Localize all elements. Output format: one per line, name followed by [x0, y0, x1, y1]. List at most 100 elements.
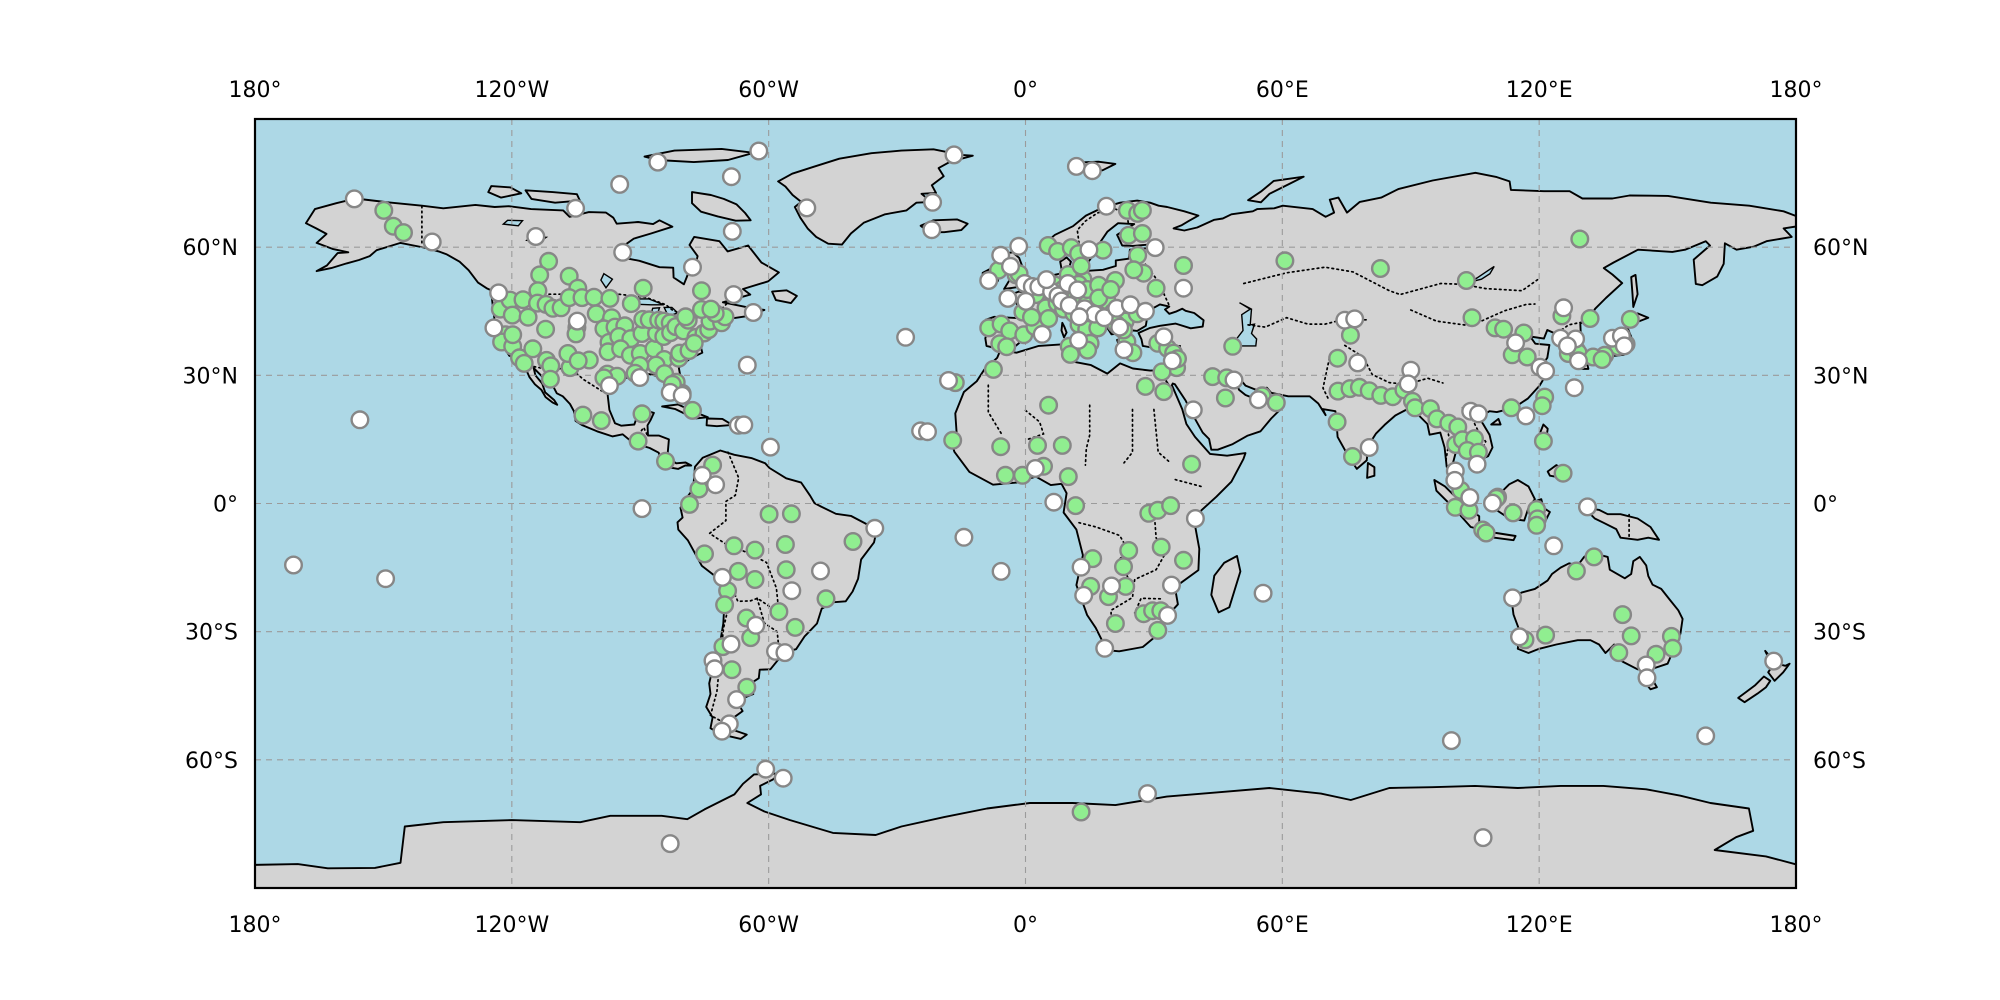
- white-station-dot: [775, 643, 795, 663]
- green-station-dot: [701, 299, 721, 319]
- x-tick-label-bottom: 60°W: [738, 913, 799, 938]
- white-station-dot: [724, 285, 744, 305]
- white-station-dot: [1174, 278, 1194, 298]
- country-border: [1322, 357, 1331, 402]
- white-station-dot: [1468, 404, 1488, 424]
- white-station-dot: [1095, 638, 1115, 658]
- x-tick-label-bottom: 0°: [1013, 913, 1038, 938]
- x-tick-label-top: 60°W: [738, 78, 799, 103]
- white-station-dot: [1467, 454, 1487, 474]
- y-tick-label-left: 30°N: [183, 364, 238, 389]
- green-station-dot: [1039, 308, 1059, 328]
- green-station-dot: [1327, 412, 1347, 432]
- white-station-dot: [991, 561, 1011, 581]
- green-station-dot: [628, 431, 648, 451]
- green-station-dot: [1101, 279, 1121, 299]
- white-station-dot: [1554, 298, 1574, 318]
- green-station-dot: [843, 532, 863, 552]
- green-station-dot: [1462, 308, 1482, 328]
- green-station-dot: [1527, 515, 1547, 535]
- green-station-dot: [1532, 396, 1552, 416]
- green-station-dot: [785, 617, 805, 637]
- landmass: [950, 343, 1247, 653]
- white-station-dot: [1069, 330, 1089, 350]
- country-border: [1400, 278, 1540, 296]
- green-station-dot: [1620, 309, 1640, 329]
- white-station-dot: [954, 527, 974, 547]
- white-station-dot: [692, 465, 712, 485]
- white-station-dot: [630, 367, 650, 387]
- green-station-dot: [1517, 347, 1537, 367]
- white-station-dot: [1016, 291, 1036, 311]
- white-station-dot: [1154, 327, 1174, 347]
- white-station-dot: [632, 499, 652, 519]
- landmass: [1366, 461, 1376, 479]
- country-border: [1153, 408, 1172, 464]
- country-border: [637, 425, 649, 437]
- white-station-dot: [1544, 536, 1564, 556]
- white-station-dot: [1009, 236, 1029, 256]
- white-station-dot: [1482, 493, 1502, 513]
- white-station-dot: [756, 759, 776, 779]
- green-station-dot: [684, 333, 704, 353]
- green-station-dot: [692, 281, 712, 301]
- green-station-dot: [680, 494, 700, 514]
- x-tick-label-top: 180°: [229, 78, 282, 103]
- green-station-dot: [995, 465, 1015, 485]
- country-border: [756, 597, 780, 650]
- green-station-dot: [816, 589, 836, 609]
- green-station-dot: [1124, 260, 1144, 280]
- white-station-dot: [1248, 390, 1268, 410]
- green-station-dot: [724, 536, 744, 556]
- x-tick-label-bottom: 180°: [1770, 913, 1823, 938]
- green-station-dot: [374, 200, 394, 220]
- green-station-dot: [1135, 376, 1155, 396]
- white-station-dot: [1398, 374, 1418, 394]
- white-station-dot: [712, 567, 732, 587]
- y-tick-label-right: 60°S: [1813, 749, 1866, 774]
- green-station-dot: [518, 307, 538, 327]
- white-station-dot: [1764, 651, 1784, 671]
- green-station-dot: [1132, 223, 1152, 243]
- white-station-dot: [721, 634, 741, 654]
- white-station-dot: [706, 475, 726, 495]
- y-tick-label-left: 30°S: [185, 621, 238, 646]
- white-station-dot: [773, 768, 793, 788]
- green-station-dot: [1161, 496, 1181, 516]
- y-tick-label-right: 30°S: [1813, 621, 1866, 646]
- country-border: [1409, 303, 1536, 327]
- x-tick-label-bottom: 120°W: [474, 913, 549, 938]
- green-station-dot: [1154, 382, 1174, 402]
- white-station-dot: [865, 518, 885, 538]
- green-station-dot: [1071, 802, 1091, 822]
- white-station-dot: [923, 192, 943, 212]
- green-station-dot: [656, 451, 676, 471]
- y-tick-label-right: 60°N: [1813, 236, 1868, 261]
- green-station-dot: [530, 265, 550, 285]
- green-station-dot: [737, 677, 757, 697]
- green-station-dot: [523, 339, 543, 359]
- white-station-dot: [599, 376, 619, 396]
- green-station-dot: [393, 223, 413, 243]
- landmass: [255, 772, 1796, 888]
- green-station-dot: [503, 325, 523, 345]
- white-station-dot: [1509, 627, 1529, 647]
- green-station-dot: [573, 405, 593, 425]
- white-station-dot: [1025, 459, 1045, 479]
- white-station-dot: [1114, 340, 1134, 360]
- x-tick-label-bottom: 120°E: [1506, 913, 1573, 938]
- green-station-dot: [776, 560, 796, 580]
- white-station-dot: [613, 242, 633, 262]
- white-station-dot: [648, 152, 668, 172]
- green-station-dot: [943, 430, 963, 450]
- green-station-dot: [540, 369, 560, 389]
- white-station-dot: [526, 226, 546, 246]
- green-station-dot: [1028, 435, 1048, 455]
- white-station-dot: [1162, 351, 1182, 371]
- white-station-dot: [422, 232, 442, 252]
- green-station-dot: [1039, 395, 1059, 415]
- white-station-dot: [610, 174, 630, 194]
- white-station-dot: [1066, 156, 1086, 176]
- white-station-dot: [1110, 317, 1130, 337]
